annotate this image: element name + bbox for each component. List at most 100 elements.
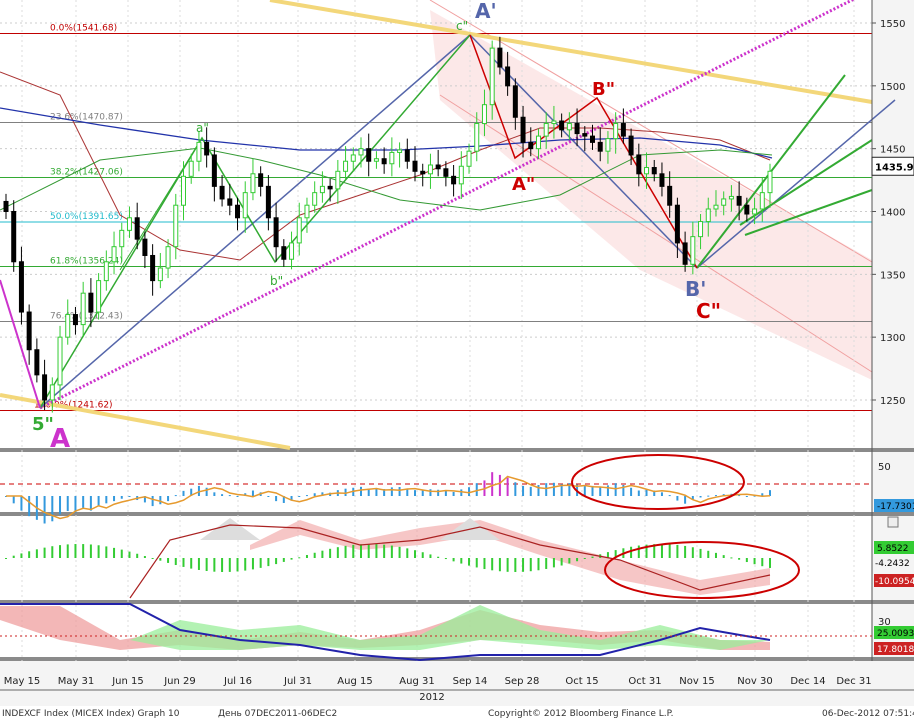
osc2-value-box-red [874, 574, 914, 587]
osc2-histogram-bar [321, 550, 324, 558]
osc1-histogram-bar [113, 496, 116, 502]
price-axis-bg [872, 0, 914, 706]
dmi-adx-line [0, 603, 771, 662]
x-axis-tick-label: Jun 15 [111, 676, 144, 687]
osc2-histogram-bar [251, 558, 254, 570]
osc2-histogram-bar [591, 556, 594, 558]
wave-label: B' [685, 277, 706, 301]
osc2-histogram-bar [190, 558, 193, 569]
osc2-histogram-bar [35, 549, 38, 558]
osc1-histogram-bar [89, 496, 92, 511]
osc2-histogram-bar [545, 558, 548, 569]
osc1-histogram-bar [390, 487, 393, 496]
candle-body [173, 204, 179, 248]
osc2-histogram-bar [182, 558, 185, 567]
osc2-histogram-bar [468, 558, 471, 566]
osc1-histogram-bar [120, 496, 123, 499]
osc1-histogram-bar [522, 485, 525, 496]
dmi-green-area [130, 605, 770, 650]
osc1-histogram-bar [321, 492, 324, 496]
candle-body [343, 160, 349, 172]
candle-body [273, 217, 279, 248]
candle-body [690, 236, 696, 265]
fib-level-label: 61.8%(1356.24) [50, 256, 123, 266]
osc2-histogram-bar [722, 555, 725, 558]
osc1-histogram-bar [529, 486, 532, 496]
osc1-histogram-bar [769, 490, 771, 496]
osc1-histogram-bar [267, 496, 270, 497]
osc2-histogram-bar [491, 558, 494, 571]
price-axis-label: 1300 [880, 333, 905, 344]
candle-body [736, 195, 742, 206]
candle-body [18, 261, 24, 313]
candle-body [296, 217, 302, 244]
x-axis-tick-label: Dec 14 [790, 676, 825, 687]
candle-body [651, 167, 657, 175]
candle-body [389, 151, 395, 165]
osc1-histogram-bar [506, 477, 509, 496]
osc2-histogram-bar [151, 558, 154, 559]
channel-line-lower [439, 94, 873, 373]
osc2-histogram-bar [244, 558, 247, 571]
candle-body [698, 221, 704, 238]
candle-body [72, 314, 78, 326]
osc2-histogram-bar [552, 558, 555, 568]
osc1-histogram-bar [128, 496, 131, 497]
osc2-histogram-bar [676, 544, 679, 558]
last-price-label: 1435.97 [875, 162, 914, 173]
candle-body [520, 116, 526, 143]
osc1-histogram-bar [414, 490, 417, 496]
candle-body [620, 123, 626, 137]
osc1-histogram-bar [20, 496, 23, 511]
osc1-histogram-bar [167, 496, 170, 502]
candle-body [582, 133, 588, 137]
osc2-histogram-bar [290, 558, 293, 560]
osc2-histogram-bar [89, 544, 92, 558]
osc1-axis-label: 50 [878, 462, 891, 473]
osc1-signal-curve [6, 475, 771, 520]
wave-label: b" [270, 274, 283, 288]
candle-body [258, 173, 264, 187]
last-price-box [871, 156, 914, 176]
osc2-histogram-bar [174, 558, 177, 566]
x-axis-tick-label: Aug 31 [399, 676, 434, 687]
price-axis-label: 1450 [880, 145, 905, 156]
osc1-histogram-bar [699, 496, 702, 498]
candle-body [88, 292, 94, 313]
osc1-histogram-bar [251, 490, 254, 496]
osc1-histogram-bar [66, 496, 69, 512]
candle-body [404, 149, 410, 162]
osc2-value-box-green [874, 541, 914, 554]
candle-body [312, 192, 318, 206]
osc1-histogram-bar [637, 490, 640, 496]
price-axis-label: 1500 [880, 82, 905, 93]
wave-label: A" [512, 174, 535, 195]
osc2-histogram-bar [20, 553, 23, 558]
osc2-histogram-bar [128, 551, 131, 558]
osc1-histogram-bar [630, 487, 633, 496]
x-axis-tick-label: Jul 31 [283, 676, 312, 687]
osc2-histogram-bar [197, 558, 200, 570]
osc1-histogram-bar [375, 488, 378, 496]
price-axis-label: 1400 [880, 208, 905, 219]
osc1-histogram-bar [282, 496, 285, 503]
candle-body [667, 185, 673, 206]
osc1-histogram-bar [691, 496, 694, 500]
chart-footer: INDEXCF Index (MICEX Index) Graph 10 Ден… [0, 706, 914, 723]
osc2-histogram-bar [66, 544, 69, 558]
osc1-histogram-bar [290, 496, 293, 501]
candle-body [281, 246, 287, 260]
osc2-histogram-bar [645, 544, 648, 558]
green-wave-inner [119, 137, 276, 271]
candle-body [551, 120, 557, 125]
osc2-histogram-bar [213, 558, 216, 572]
osc2-histogram-bar [390, 545, 393, 558]
candle-body [126, 217, 132, 231]
osc2-histogram-bar [267, 558, 270, 567]
osc1-histogram-bar [398, 487, 401, 496]
candle-body [590, 135, 596, 143]
candle-body [644, 167, 650, 175]
osc1-histogram-bar [151, 496, 154, 507]
wave-label: A' [475, 0, 497, 23]
osc1-histogram-bar [197, 485, 200, 496]
